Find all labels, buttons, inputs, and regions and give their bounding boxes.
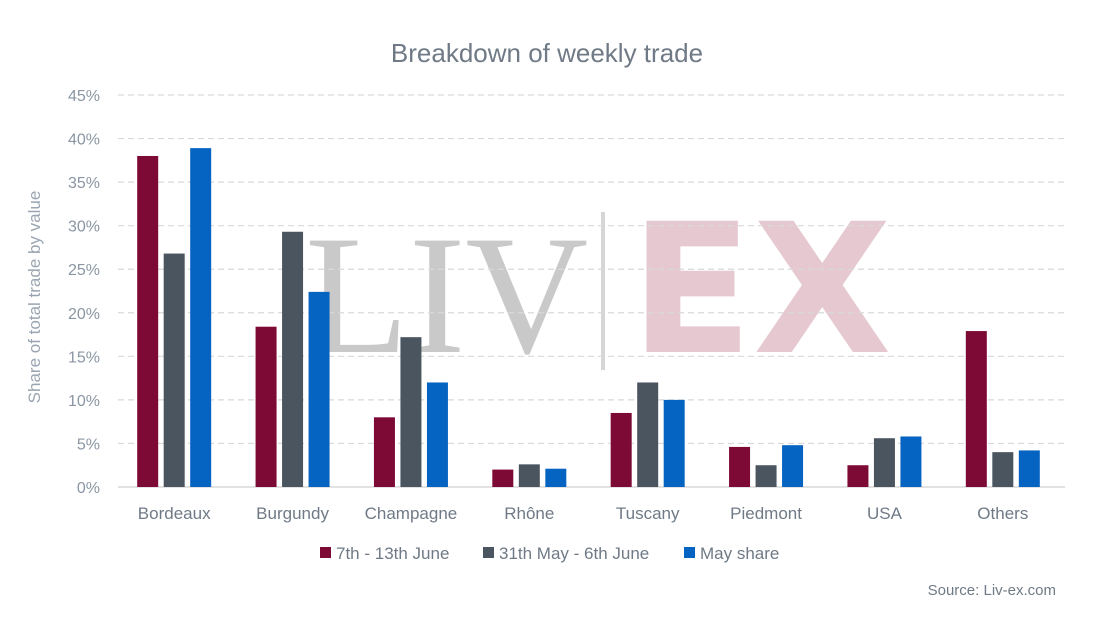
bar [729, 446, 751, 487]
y-axis-ticks: 0% 5% 10% 15% 20% 25% 30% 35% 40% 45% [68, 88, 100, 497]
y-tick-label: 20% [68, 306, 100, 323]
y-tick-label: 10% [68, 393, 100, 410]
bar [847, 465, 869, 487]
x-tick-label: Burgundy [256, 504, 329, 523]
bar [755, 465, 777, 487]
x-tick-label: Champagne [365, 504, 458, 523]
watermark-divider [601, 212, 605, 370]
bar [637, 382, 659, 487]
bar [492, 469, 514, 487]
bar [308, 291, 330, 487]
bar [663, 399, 685, 487]
x-tick-label: Others [977, 504, 1028, 523]
y-tick-label: 45% [68, 88, 100, 105]
liv-ex-watermark: LIV EX [305, 186, 892, 395]
bar [190, 148, 212, 488]
bar [282, 231, 304, 487]
bars [137, 148, 1040, 488]
chart-title: Breakdown of weekly trade [391, 38, 703, 68]
y-tick-label: 25% [68, 262, 100, 279]
source-note: Source: Liv-ex.com [928, 582, 1056, 599]
legend-label: 7th - 13th June [336, 544, 449, 563]
legend-swatch [483, 547, 494, 558]
bar [163, 253, 185, 487]
bar [900, 436, 922, 487]
bar [992, 452, 1014, 487]
y-tick-label: 40% [68, 132, 100, 149]
legend: 7th - 13th June 31th May - 6th June May sh… [320, 544, 779, 563]
y-tick-label: 30% [68, 219, 100, 236]
legend-swatch [320, 547, 331, 558]
y-tick-label: 5% [77, 436, 100, 453]
bar [965, 331, 987, 487]
bar [518, 464, 540, 487]
y-axis-label: Share of total trade by value [25, 191, 44, 404]
x-tick-label: USA [867, 504, 903, 523]
bar [255, 326, 277, 487]
legend-label: May share [700, 544, 779, 563]
bar [782, 445, 804, 487]
x-tick-label: Rhône [504, 504, 554, 523]
bar [373, 417, 395, 487]
bar [610, 412, 632, 487]
watermark-ex: EX [630, 186, 892, 395]
bar [545, 468, 567, 487]
x-axis-categories: Bordeaux Burgundy Champagne Rhône Tuscany Pie… [138, 504, 1029, 523]
x-tick-label: Tuscany [616, 504, 680, 523]
bar [137, 155, 159, 487]
bar [400, 337, 422, 487]
x-tick-label: Bordeaux [138, 504, 211, 523]
bar [873, 438, 895, 487]
legend-label: 31th May - 6th June [499, 544, 649, 563]
y-tick-label: 0% [77, 480, 100, 497]
x-tick-label: Piedmont [730, 504, 802, 523]
legend-swatch [684, 547, 695, 558]
y-tick-label: 15% [68, 349, 100, 366]
watermark-liv: LIV [305, 201, 588, 389]
bar [426, 382, 448, 487]
bar [1018, 450, 1040, 487]
y-tick-label: 35% [68, 175, 100, 192]
